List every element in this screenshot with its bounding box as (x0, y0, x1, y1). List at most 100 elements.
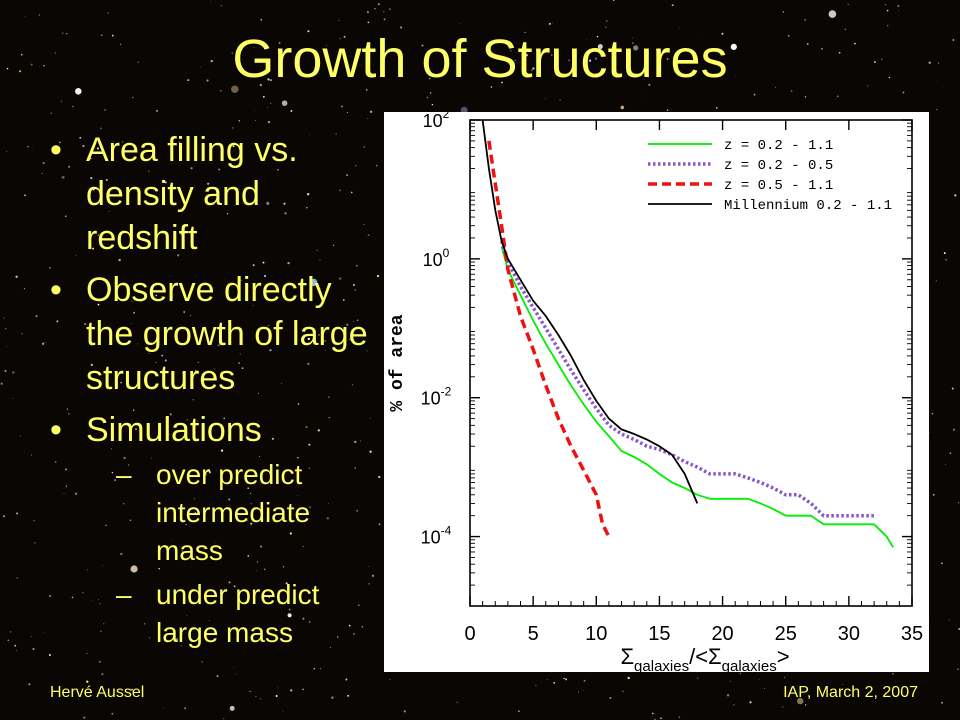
star (759, 678, 760, 680)
star (429, 92, 432, 94)
star (941, 562, 943, 565)
star (220, 4, 223, 7)
star (48, 654, 51, 656)
star (609, 697, 612, 699)
star (75, 88, 82, 95)
star (928, 61, 931, 64)
star (501, 81, 503, 84)
star (41, 173, 43, 174)
star (20, 435, 22, 437)
star (355, 264, 358, 267)
star (648, 83, 651, 87)
star (806, 43, 809, 45)
star (23, 288, 25, 290)
x-tick-label: 15 (648, 623, 670, 645)
star (4, 370, 7, 372)
star (270, 102, 272, 104)
star (565, 678, 568, 681)
star (583, 679, 586, 682)
star (30, 63, 33, 66)
star (678, 716, 681, 719)
star (490, 86, 493, 88)
legend-label: z = 0.2 - 1.1 (724, 138, 833, 154)
star (249, 690, 251, 693)
star (365, 89, 368, 91)
star (30, 635, 32, 637)
star (347, 694, 350, 697)
star (320, 667, 322, 670)
star (38, 14, 41, 16)
star (873, 60, 876, 63)
star (931, 412, 934, 415)
star (726, 694, 730, 697)
star (690, 73, 693, 76)
star (932, 494, 935, 496)
star (297, 403, 300, 405)
star (307, 30, 310, 33)
star (6, 67, 9, 70)
star (252, 264, 255, 267)
star (254, 109, 255, 111)
star (32, 145, 33, 147)
star (524, 31, 526, 33)
star (32, 647, 35, 651)
star (958, 502, 960, 504)
star (597, 44, 603, 50)
star (6, 150, 8, 152)
star (431, 103, 434, 106)
x-label-subscript: galaxies (722, 658, 777, 672)
legend-label: z = 0.2 - 0.5 (724, 158, 833, 174)
star (287, 261, 290, 265)
star (34, 542, 36, 544)
star (804, 18, 807, 21)
star (783, 676, 786, 679)
star (518, 710, 520, 713)
star (525, 54, 528, 57)
y-tick-base: 10 (421, 528, 441, 548)
star (27, 146, 29, 148)
star (790, 688, 793, 691)
sub-bullet-item: under predict large mass (114, 576, 378, 652)
star (640, 95, 641, 97)
star (262, 95, 265, 98)
star (7, 639, 9, 641)
star (729, 680, 731, 682)
footer-author: Hervé Aussel (50, 684, 145, 701)
y-tick-exponent: 0 (443, 246, 450, 260)
y-tick-exponent: 2 (443, 112, 450, 121)
star (666, 109, 669, 111)
star (367, 21, 370, 24)
star (346, 112, 348, 114)
y-axis-label: % of area (388, 314, 408, 411)
star (897, 4, 900, 8)
bullet-text: Observe directly the growth of large str… (86, 271, 368, 397)
star (797, 697, 804, 705)
star (421, 44, 424, 47)
star (290, 110, 293, 112)
y-tick-label: 10-4 (421, 524, 452, 548)
star (633, 45, 639, 51)
star (805, 704, 807, 706)
star (21, 53, 23, 56)
star (86, 653, 88, 655)
star (943, 252, 946, 255)
star (231, 52, 233, 54)
star (86, 680, 89, 683)
star (282, 710, 284, 712)
star (253, 47, 255, 48)
x-tick-label: 0 (464, 623, 475, 645)
star (16, 649, 18, 651)
star (331, 696, 334, 699)
bullet-list: Area filling vs. density and redshift Ob… (48, 128, 378, 660)
y-tick-base: 10 (423, 250, 443, 270)
star (44, 341, 46, 344)
star (14, 644, 17, 647)
star (945, 259, 947, 261)
star (887, 24, 889, 27)
star (35, 315, 38, 318)
star (162, 707, 164, 709)
star (838, 51, 841, 54)
star (460, 22, 461, 24)
star (101, 673, 104, 676)
star (948, 619, 950, 621)
